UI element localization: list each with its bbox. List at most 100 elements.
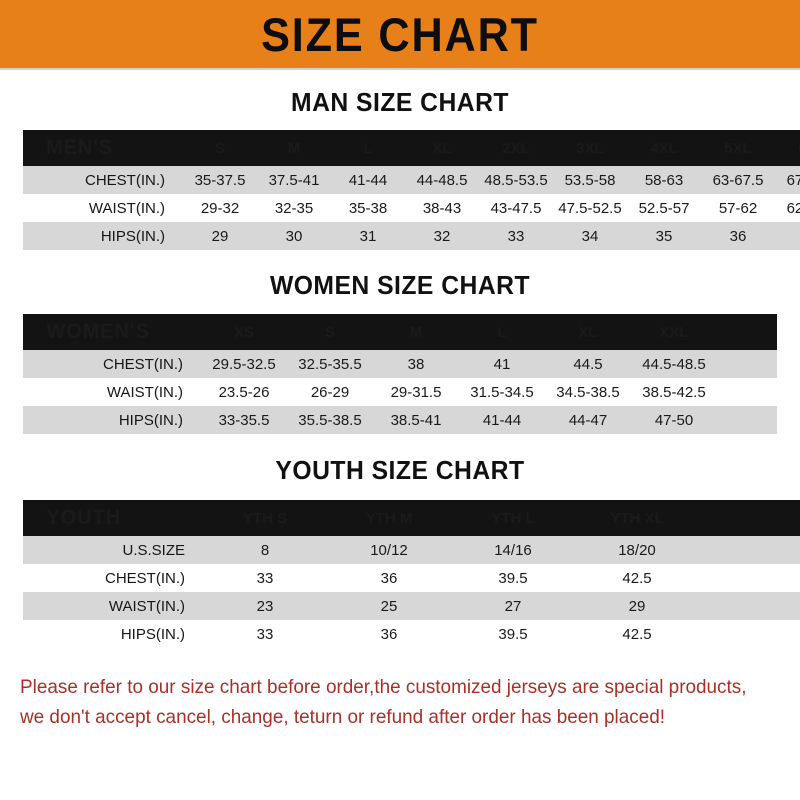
man-waist-m: 32-35 [274,199,314,217]
youth-chest-m: 36 [380,569,398,587]
man-header-row: MEN'S S M L XL 2XL 3XL 4XL 5XL 6XL [23,130,800,166]
disclaimer-line-1: Please refer to our size chart before or… [20,676,747,698]
man-size-header-s: S [214,139,225,157]
women-waist-l: 31.5-34.5 [470,383,534,401]
youth-section-title: YOUTH SIZE CHART [275,455,525,485]
page-title: SIZE CHART [261,7,539,61]
youth-row-label-us-size: U.S.SIZE [122,541,185,559]
man-row-label-waist: WAIST(IN.) [88,199,165,217]
youth-hips-l: 39.5 [498,625,528,643]
youth-ussize-spacer [699,536,800,564]
youth-ussize-s: 8 [260,541,270,559]
women-row-label-hips: HIPS(IN.) [118,411,183,429]
youth-chest-spacer [699,564,800,592]
man-hips-5xl: 36 [729,227,747,245]
youth-size-table: YOUTH YTH S YTH M YTH L YTH XL U.S.SIZE … [23,500,800,648]
man-hips-s: 29 [211,227,229,245]
youth-size-header-s: YTH S [242,509,288,527]
man-chest-l: 41-44 [348,171,388,189]
women-hips-s: 35.5-38.5 [298,411,362,429]
table-row: U.S.SIZE 8 10/12 14/16 18/20 [23,536,800,564]
women-size-table: WOMEN'S XS S M L XL XXL CHEST(IN.) 29.5-… [23,314,777,434]
man-chest-2xl: 48.5-53.5 [484,171,548,189]
youth-hips-s: 33 [256,625,274,643]
man-hips-3xl: 34 [581,227,599,245]
youth-header-spacer [699,500,800,536]
youth-row-label-chest: CHEST(IN.) [105,569,185,587]
youth-row-label-waist: WAIST(IN.) [108,597,185,615]
women-chest-s: 32.5-35.5 [298,355,362,373]
page-banner: SIZE CHART [0,0,800,70]
man-chest-m: 37.5-41 [268,171,320,189]
man-size-header-4xl: 4XL [650,139,678,157]
youth-size-header-m: YTH M [365,509,413,527]
women-hips-spacer [717,406,777,434]
women-waist-spacer [717,378,777,406]
man-waist-xl: 38-43 [422,199,462,217]
table-row: WAIST(IN.) 23 25 27 29 [23,592,800,620]
man-hips-6xl: 37 [775,222,800,250]
man-waist-2xl: 43-47.5 [490,199,542,217]
table-row: HIPS(IN.) 29 30 31 32 33 34 35 36 37 [23,222,800,250]
women-hips-m: 38.5-41 [390,411,442,429]
youth-waist-spacer [699,592,800,620]
man-size-header-m: M [287,139,301,157]
man-chest-5xl: 63-67.5 [712,171,764,189]
youth-hips-xl: 42.5 [622,625,652,643]
table-row: HIPS(IN.) 33-35.5 35.5-38.5 38.5-41 41-4… [23,406,777,434]
women-chest-xl: 44.5 [573,355,603,373]
man-chest-6xl: 67.5-72 [786,171,800,189]
man-size-table-wrapper: MEN'S S M L XL 2XL 3XL 4XL 5XL 6XL CHEST… [23,130,800,250]
man-section-title: MAN SIZE CHART [291,87,509,117]
women-size-header-xxl: XXL [659,323,689,341]
women-size-table-wrapper: WOMEN'S XS S M L XL XXL CHEST(IN.) 29.5-… [23,314,777,434]
youth-ussize-m: 10/12 [370,541,408,559]
youth-chest-l: 39.5 [498,569,528,587]
man-waist-4xl: 52.5-57 [638,199,690,217]
youth-ussize-l: 14/16 [494,541,532,559]
man-size-header-5xl: 5XL [724,139,752,157]
women-waist-s: 26-29 [310,383,350,401]
women-row-label-waist: WAIST(IN.) [106,383,183,401]
women-hips-xl: 44-47 [568,411,608,429]
women-chest-xxl: 44.5-48.5 [642,355,706,373]
women-header-spacer [717,314,777,350]
man-hips-m: 30 [285,227,303,245]
man-waist-3xl: 47.5-52.5 [558,199,622,217]
man-hips-2xl: 33 [507,227,525,245]
man-row-label-chest: CHEST(IN.) [85,171,165,189]
youth-hips-m: 36 [380,625,398,643]
youth-table-head: YOUTH YTH S YTH M YTH L YTH XL [23,500,800,536]
women-hips-xxl: 47-50 [654,411,694,429]
man-size-header-2xl: 2XL [502,139,530,157]
youth-size-header-xl: YTH XL [610,509,664,527]
man-table-head: MEN'S S M L XL 2XL 3XL 4XL 5XL 6XL [23,130,800,166]
women-header-label: WOMEN'S [46,320,150,343]
women-chest-spacer [717,350,777,378]
youth-waist-s: 23 [256,597,274,615]
table-row: WAIST(IN.) 23.5-26 26-29 29-31.5 31.5-34… [23,378,777,406]
youth-header-row: YOUTH YTH S YTH M YTH L YTH XL [23,500,800,536]
women-header-row: WOMEN'S XS S M L XL XXL [23,314,777,350]
man-size-header-3xl: 3XL [576,139,604,157]
women-chest-xs: 29.5-32.5 [212,355,276,373]
youth-ussize-xl: 18/20 [618,541,656,559]
youth-table-body: U.S.SIZE 8 10/12 14/16 18/20 CHEST(IN.) … [23,536,800,648]
women-size-header-l: L [497,323,507,341]
women-size-header-xl: XL [578,323,598,341]
table-row: HIPS(IN.) 33 36 39.5 42.5 [23,620,800,648]
youth-waist-l: 27 [504,597,522,615]
man-row-label-hips: HIPS(IN.) [100,227,165,245]
man-hips-4xl: 35 [655,227,673,245]
women-waist-xxl: 38.5-42.5 [642,383,706,401]
women-size-header-s: S [324,323,335,341]
youth-header-label: YOUTH [46,506,122,529]
man-chest-4xl: 58-63 [644,171,684,189]
man-chest-s: 35-37.5 [194,171,246,189]
disclaimer-note: Please refer to our size chart before or… [20,672,757,732]
youth-waist-xl: 29 [628,597,646,615]
man-waist-6xl: 62-66.5 [786,199,800,217]
women-hips-l: 41-44 [482,411,522,429]
women-table-body: CHEST(IN.) 29.5-32.5 32.5-35.5 38 41 44.… [23,350,777,434]
women-chest-l: 41 [493,355,511,373]
